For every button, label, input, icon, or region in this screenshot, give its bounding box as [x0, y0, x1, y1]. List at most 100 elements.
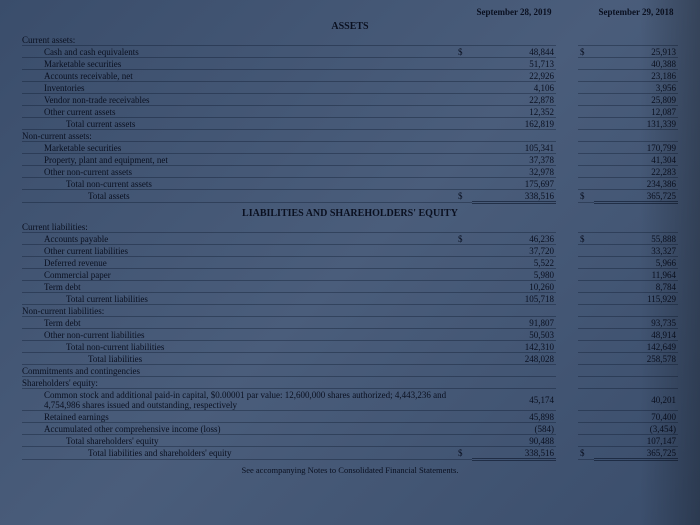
table-row: Accumulated other comprehensive income (…	[22, 423, 678, 435]
table-row: Total assets$338,516$365,725	[22, 190, 678, 203]
row-label: Other non-current liabilities	[22, 329, 456, 341]
row-label: Commitments and contingencies	[22, 365, 456, 377]
table-row: Current assets:	[22, 34, 678, 46]
table-row: Total current assets162,819131,339	[22, 118, 678, 130]
balance-sheet-table: September 28, 2019 September 29, 2018 AS…	[22, 6, 678, 461]
row-label: Other current assets	[22, 106, 456, 118]
value-2019	[472, 34, 556, 46]
currency-symbol	[456, 353, 472, 365]
value-2018: 25,913	[594, 46, 678, 58]
value-2019: 22,926	[472, 70, 556, 82]
currency-symbol: $	[456, 233, 472, 245]
currency-symbol	[578, 329, 594, 341]
value-2018: 5,966	[594, 257, 678, 269]
table-row: Term debt10,2608,784	[22, 281, 678, 293]
value-2018: 40,388	[594, 58, 678, 70]
table-row: Other current liabilities37,72033,327	[22, 245, 678, 257]
value-2019: 90,488	[472, 435, 556, 447]
value-2018: (3,454)	[594, 423, 678, 435]
table-row: Other non-current liabilities50,50348,91…	[22, 329, 678, 341]
table-row: Retained earnings 45,898 70,400	[22, 411, 678, 423]
currency-symbol	[456, 305, 472, 317]
currency-symbol: $	[456, 46, 472, 58]
currency-symbol	[456, 257, 472, 269]
row-label: Property, plant and equipment, net	[22, 154, 456, 166]
value-2019	[472, 377, 556, 389]
row-label: Total liabilities	[22, 353, 456, 365]
table-row: Deferred revenue 5,522 5,966	[22, 257, 678, 269]
row-label: Marketable securities	[22, 58, 456, 70]
value-2018: 8,784	[594, 281, 678, 293]
currency-symbol	[456, 70, 472, 82]
value-2019: 37,720	[472, 245, 556, 257]
value-2018: 365,725	[594, 447, 678, 460]
currency-symbol	[578, 341, 594, 353]
currency-symbol	[578, 166, 594, 178]
currency-symbol	[456, 58, 472, 70]
row-label: Other non-current assets	[22, 166, 456, 178]
table-row: Total non-current liabilities142,310142,…	[22, 341, 678, 353]
value-2018: 48,914	[594, 329, 678, 341]
value-2019: 10,260	[472, 281, 556, 293]
value-2018: 33,327	[594, 245, 678, 257]
row-label: Accounts receivable, net	[22, 70, 456, 82]
currency-symbol: $	[578, 46, 594, 58]
currency-symbol	[456, 341, 472, 353]
row-label: Total assets	[22, 190, 456, 203]
table-row: Marketable securities51,71340,388	[22, 58, 678, 70]
value-2018: 365,725	[594, 190, 678, 203]
table-row: Commitments and contingencies	[22, 365, 678, 377]
currency-symbol	[456, 178, 472, 190]
value-2018: 258,578	[594, 353, 678, 365]
value-2019: 37,378	[472, 154, 556, 166]
value-2018: 70,400	[594, 411, 678, 423]
row-label: Cash and cash equivalents	[22, 46, 456, 58]
table-row: Non-current assets:	[22, 130, 678, 142]
value-2019	[472, 221, 556, 233]
value-2018: 22,283	[594, 166, 678, 178]
currency-symbol: $	[456, 190, 472, 203]
currency-symbol	[578, 317, 594, 329]
currency-symbol	[578, 305, 594, 317]
table-row: Other current assets12,35212,087	[22, 106, 678, 118]
row-label: Accumulated other comprehensive income (…	[22, 423, 456, 435]
table-row: Term debt91,80793,735	[22, 317, 678, 329]
currency-symbol	[456, 245, 472, 257]
row-label: Total shareholders' equity	[22, 435, 456, 447]
row-label: Deferred revenue	[22, 257, 456, 269]
currency-symbol	[456, 281, 472, 293]
table-row: Marketable securities105,341170,799	[22, 142, 678, 154]
currency-symbol	[578, 118, 594, 130]
currency-symbol	[578, 245, 594, 257]
row-label: Retained earnings	[22, 411, 456, 423]
currency-symbol: $	[578, 233, 594, 245]
row-label: Total liabilities and shareholders' equi…	[22, 447, 456, 460]
table-row: Property, plant and equipment, net 37,378…	[22, 154, 678, 166]
row-label: Non-current assets:	[22, 130, 456, 142]
currency-symbol	[578, 178, 594, 190]
table-row: Total liabilities248,028258,578	[22, 353, 678, 365]
currency-symbol	[578, 142, 594, 154]
currency-symbol	[578, 34, 594, 46]
table-row: Commercial paper5,98011,964	[22, 269, 678, 281]
value-2019: 338,516	[472, 447, 556, 460]
value-2019	[472, 305, 556, 317]
value-2019: 45,898	[472, 411, 556, 423]
currency-symbol: $	[578, 447, 594, 460]
assets-title: ASSETS	[22, 17, 678, 34]
table-row: Common stock and additional paid-in capi…	[22, 389, 678, 411]
currency-symbol	[578, 377, 594, 389]
row-label: Current liabilities:	[22, 221, 456, 233]
balance-sheet-page: { "headers": { "col1": "September 28, 20…	[0, 0, 700, 525]
currency-symbol	[456, 142, 472, 154]
currency-symbol	[578, 58, 594, 70]
row-label: Inventories	[22, 82, 456, 94]
value-2019: (584)	[472, 423, 556, 435]
currency-symbol	[456, 377, 472, 389]
currency-symbol	[456, 329, 472, 341]
value-2018: 93,735	[594, 317, 678, 329]
value-2019: 5,522	[472, 257, 556, 269]
currency-symbol	[578, 293, 594, 305]
row-label: Vendor non-trade receivables	[22, 94, 456, 106]
currency-symbol	[456, 82, 472, 94]
